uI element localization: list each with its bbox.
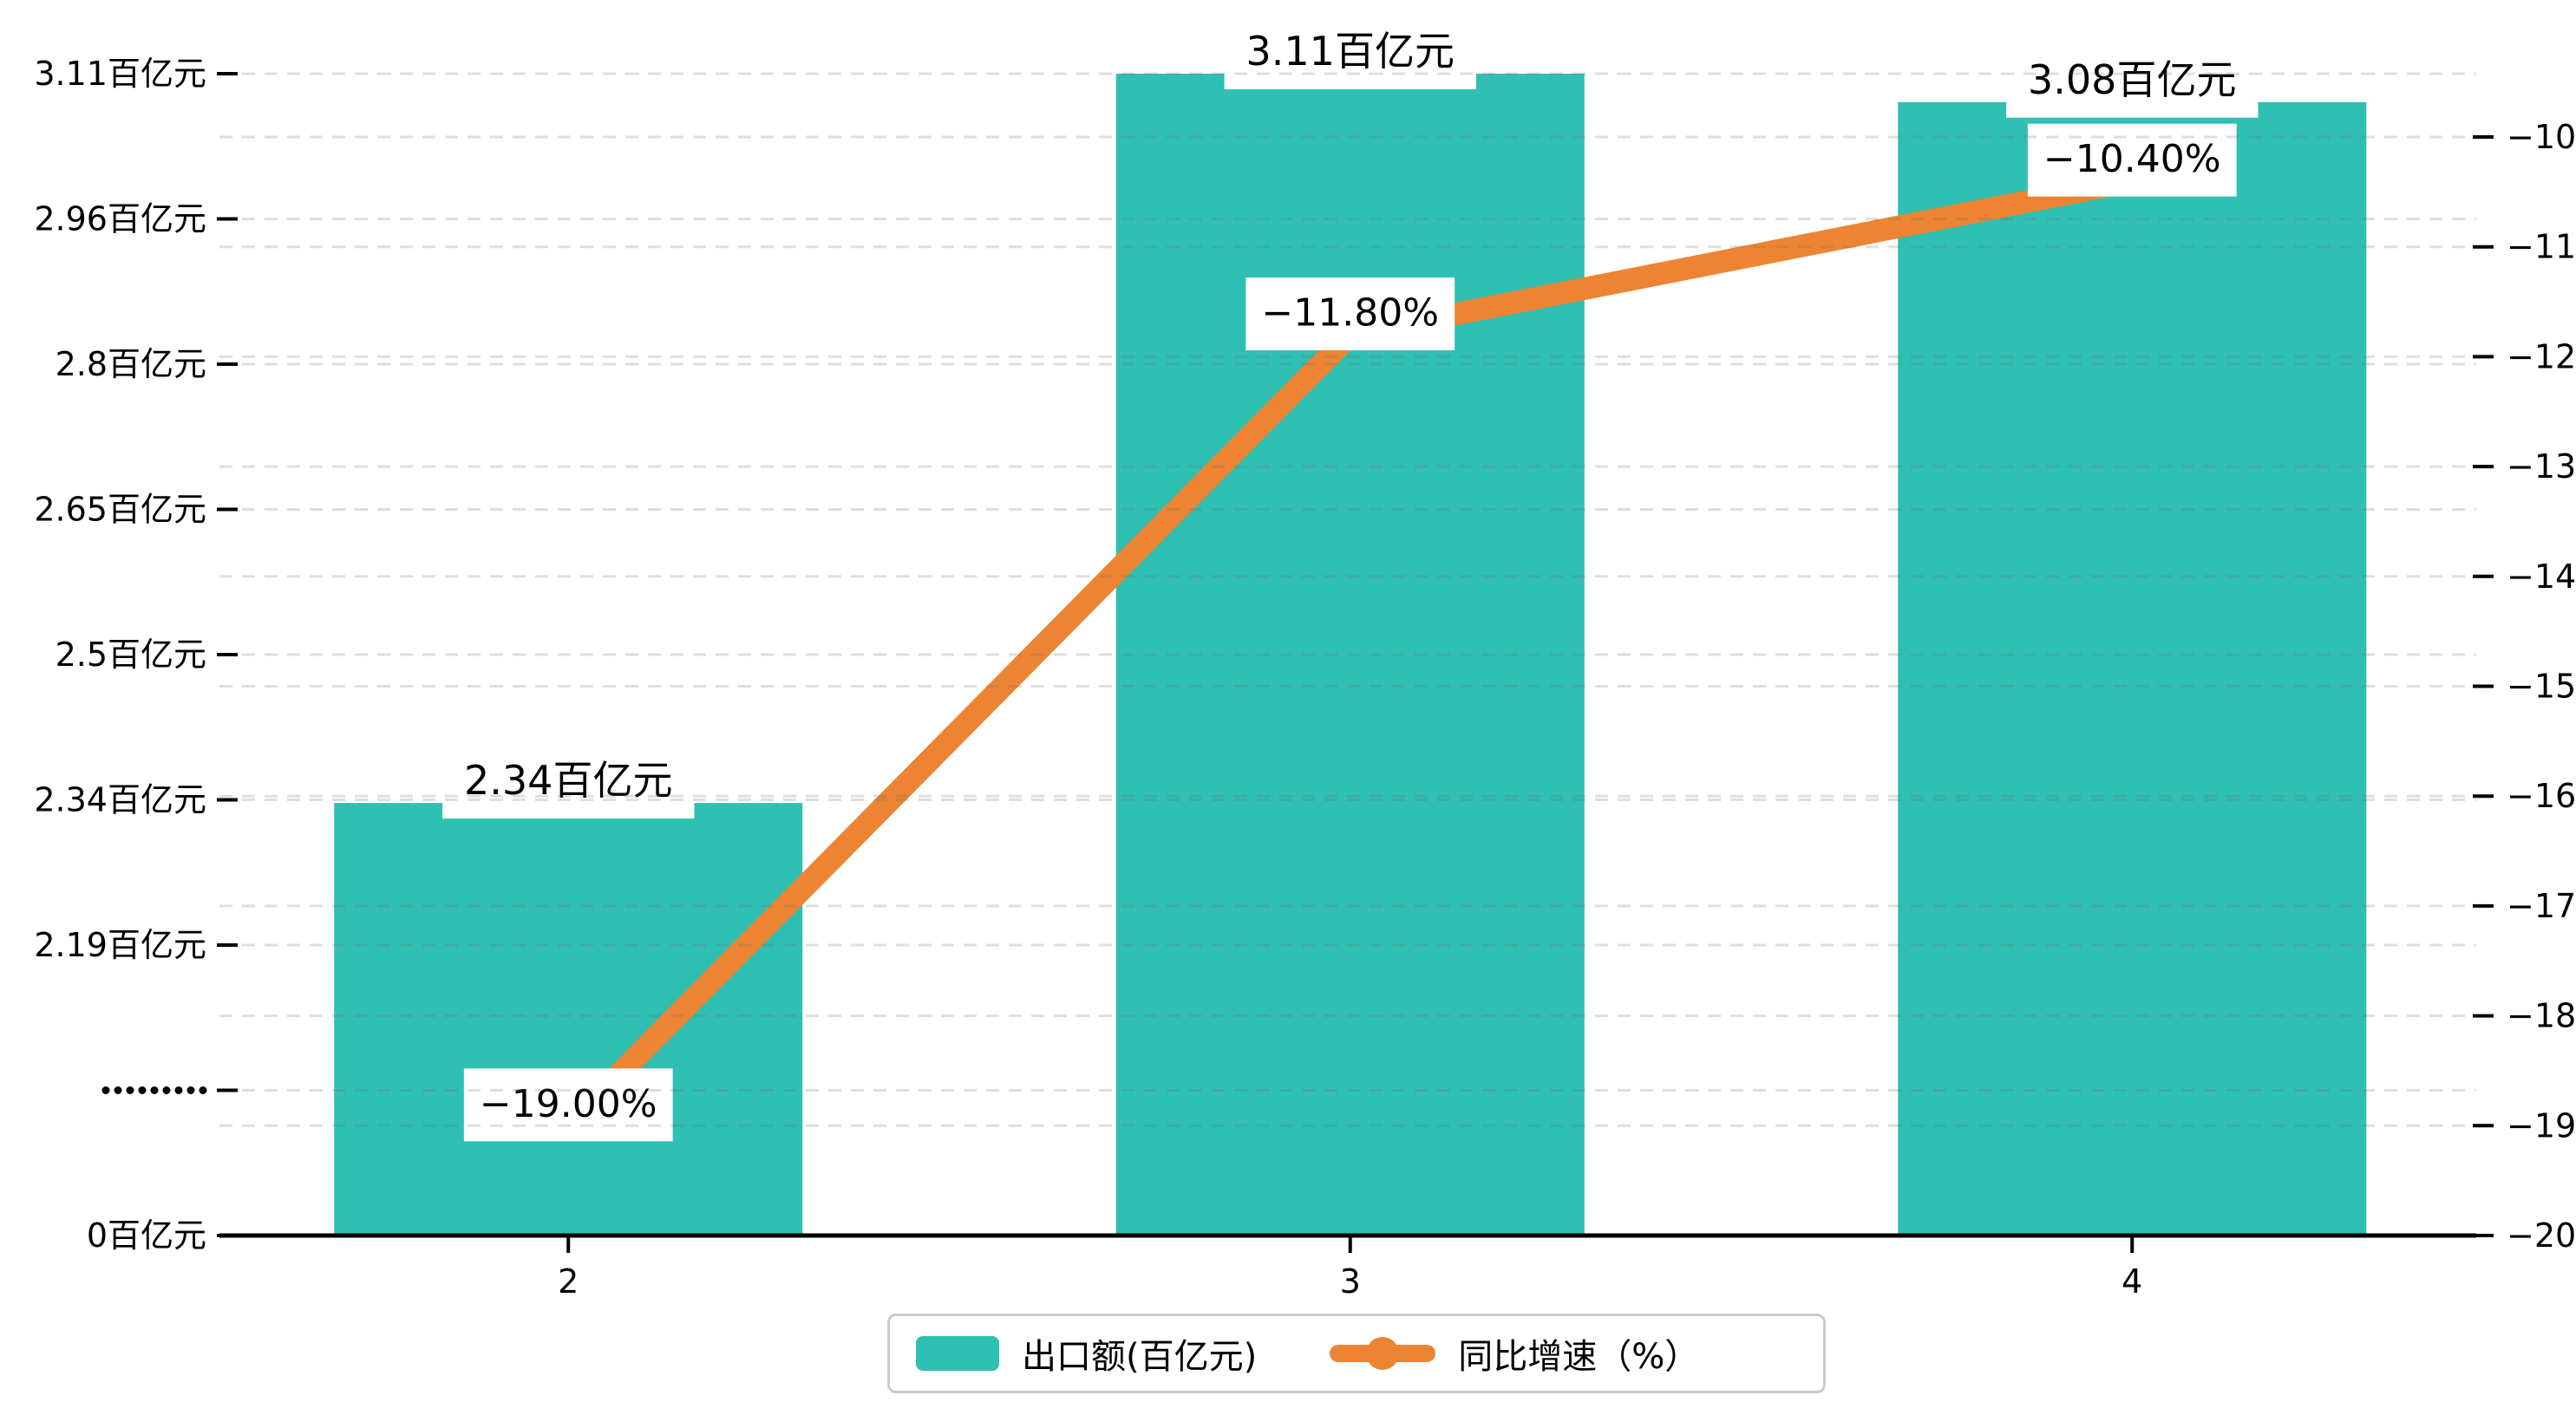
y-axis-label-right: −11	[2507, 228, 2576, 266]
y-axis-label-left: 0百亿元	[87, 1216, 206, 1255]
y-axis-label-left: 2.65百亿元	[34, 491, 206, 529]
axis-break-dots	[186, 1086, 195, 1094]
point-label: −10.40%	[2043, 137, 2221, 181]
point-label-box	[463, 1068, 673, 1142]
y-axis-label-right: −19	[2507, 1106, 2576, 1144]
y-axis-label-right: −13	[2507, 447, 2576, 486]
legend-bar-label[interactable]: 出口额(百亿元)	[1022, 1337, 1258, 1377]
bar-value-label: 3.08百亿元	[2028, 56, 2236, 103]
axis-break-dots	[199, 1086, 207, 1094]
chart-legend: 出口额(百亿元) 同比增速（%）	[887, 1314, 1826, 1393]
legend-dot-icon	[1366, 1337, 1400, 1370]
bar-value-label: 2.34百亿元	[464, 757, 672, 804]
y-axis-label-left: 2.8百亿元	[56, 345, 206, 383]
x-axis-label: 2	[558, 1262, 579, 1301]
point-label-box	[2027, 123, 2237, 197]
y-axis-label-right: −15	[2507, 668, 2576, 706]
y-axis-label-right: −18	[2507, 997, 2576, 1035]
bar[interactable]	[1115, 74, 1585, 1236]
x-axis-label: 3	[1340, 1262, 1361, 1301]
y-axis-label-right: −10	[2507, 118, 2576, 156]
y-axis-label-left: 2.96百亿元	[34, 200, 206, 238]
y-axis-label-left: 2.34百亿元	[34, 781, 206, 819]
axis-break-dots	[126, 1086, 134, 1094]
point-label: −11.80%	[1261, 291, 1439, 336]
axis-break-dots	[150, 1086, 159, 1094]
point-label: −19.00%	[480, 1082, 657, 1126]
axis-break-dots	[162, 1086, 171, 1094]
y-axis-label-left: 2.5百亿元	[56, 636, 206, 674]
x-axis-label: 4	[2122, 1262, 2142, 1301]
y-axis-label-right: −17	[2507, 887, 2576, 925]
bar[interactable]	[334, 803, 803, 1236]
y-axis-label-right: −12	[2507, 337, 2576, 375]
axis-break-dots	[174, 1086, 183, 1094]
axis-break-dots	[101, 1086, 110, 1094]
bar[interactable]	[1898, 101, 2367, 1236]
legend-bar-swatch[interactable]	[916, 1336, 999, 1371]
y-axis-label-right: −14	[2507, 558, 2576, 596]
axis-break-dots	[138, 1086, 147, 1094]
bar-value-label-box	[2006, 44, 2259, 118]
y-axis-label-right: −16	[2507, 777, 2576, 815]
y-axis-label-right: −20	[2507, 1216, 2576, 1255]
bar-value-label-box	[442, 746, 695, 819]
y-axis-label-left: 2.19百亿元	[34, 926, 206, 964]
legend-line-marker[interactable]	[1330, 1334, 1436, 1373]
legend-line-label[interactable]: 同比增速（%）	[1458, 1337, 1700, 1377]
bar-value-label: 3.11百亿元	[1246, 28, 1455, 75]
point-label-box	[1246, 277, 1455, 351]
bar-value-label-box	[1224, 16, 1476, 89]
axis-break-dots	[114, 1086, 122, 1094]
y-axis-label-left: 3.11百亿元	[34, 55, 206, 93]
